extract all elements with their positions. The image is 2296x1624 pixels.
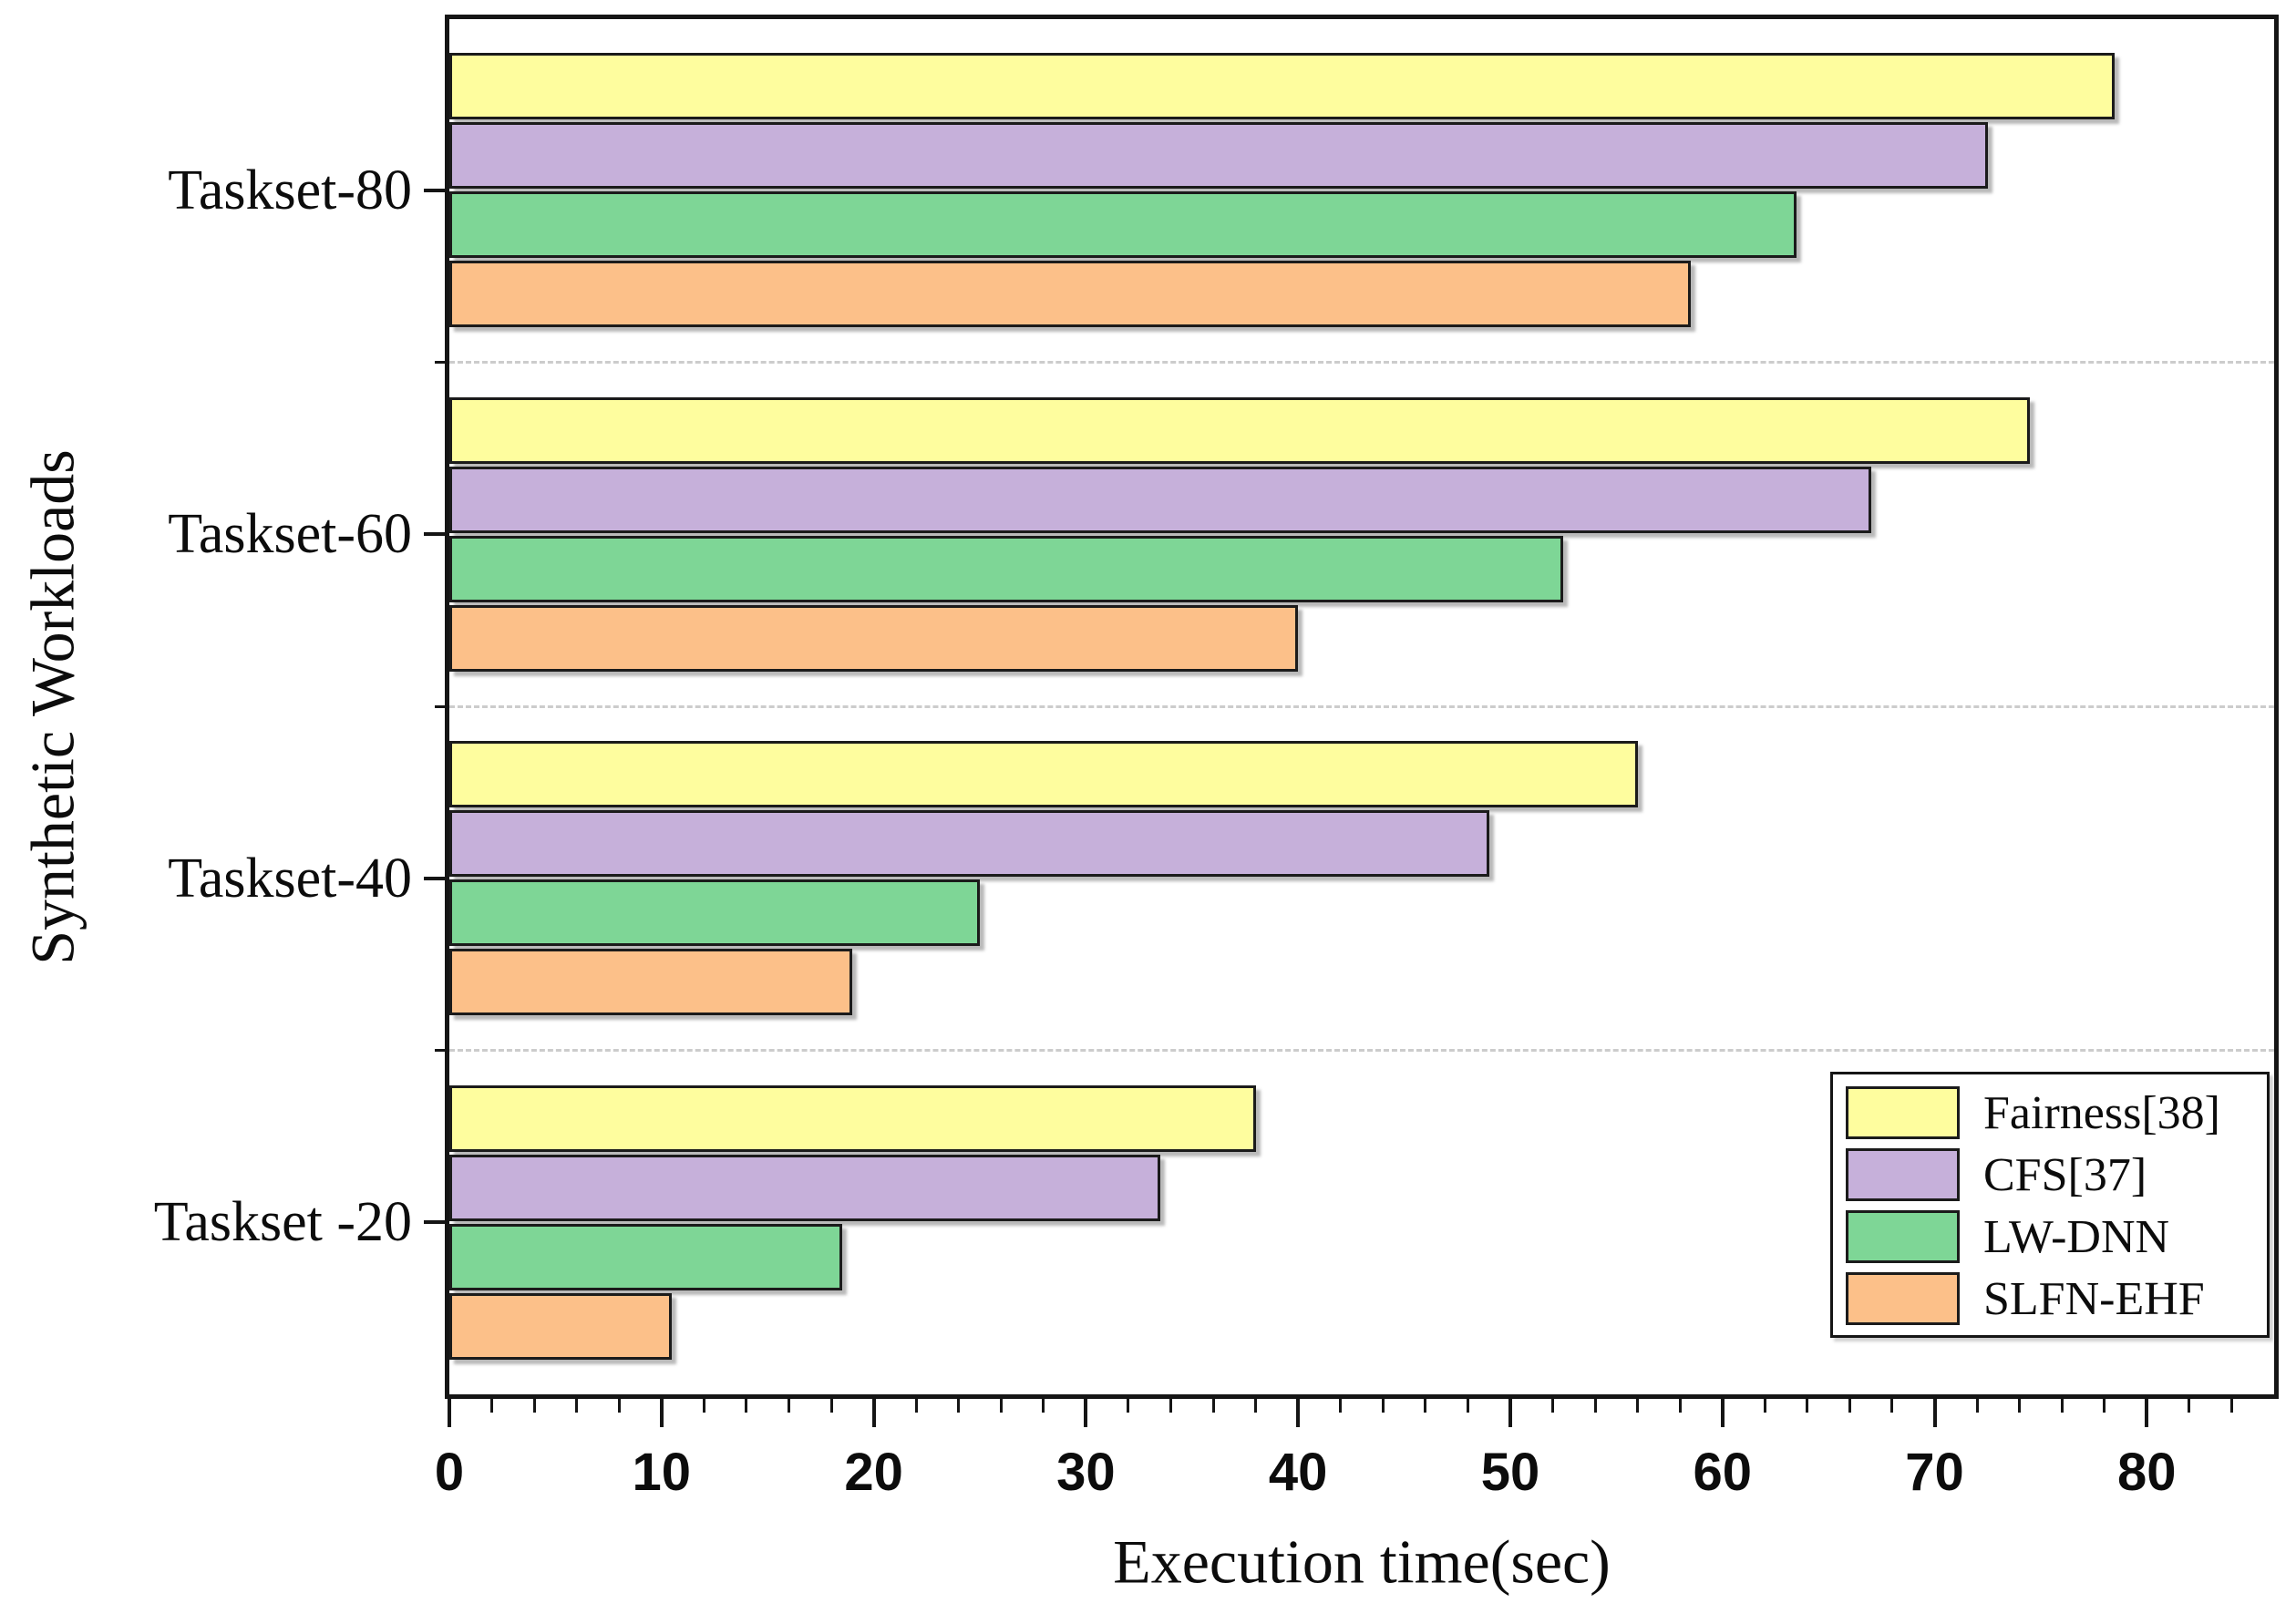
x-tick-label: 0 <box>434 1443 465 1502</box>
x-axis-minor-tick <box>2018 1398 2022 1413</box>
x-tick-label: 20 <box>844 1443 903 1502</box>
bar-cfs-37--taskset-20 <box>449 1154 1160 1221</box>
x-axis-major-tick <box>1296 1398 1301 1427</box>
x-axis-major-tick <box>659 1398 664 1427</box>
y-axis-major-tick <box>424 532 449 537</box>
legend-label: SLFN-EHF <box>1983 1272 2205 1325</box>
category-label: Taskset -20 <box>153 1191 412 1254</box>
legend-row: Fairness[38] <box>1846 1082 2267 1144</box>
y-axis-minor-tick <box>435 361 449 364</box>
x-axis-minor-tick <box>999 1398 1003 1413</box>
legend-label: Fairness[38] <box>1983 1086 2220 1139</box>
x-tick-label: 10 <box>632 1443 692 1502</box>
x-axis-title: Execution time(sec) <box>1113 1526 1611 1597</box>
x-tick-label: 40 <box>1268 1443 1328 1502</box>
bar-fairness-38--taskset-40 <box>449 741 1638 807</box>
x-axis-major-tick <box>448 1398 451 1427</box>
x-tick-label: 30 <box>1056 1443 1116 1502</box>
x-axis-minor-tick <box>2188 1398 2191 1413</box>
x-axis-minor-tick <box>1806 1398 1809 1413</box>
x-axis-minor-tick <box>829 1398 833 1413</box>
x-tick-label: 60 <box>1693 1443 1752 1502</box>
x-axis-minor-tick <box>1636 1398 1640 1413</box>
x-axis-minor-tick <box>1169 1398 1172 1413</box>
x-axis-minor-tick <box>532 1398 536 1413</box>
x-axis-minor-tick <box>702 1398 705 1413</box>
x-tick-label: 50 <box>1480 1443 1540 1502</box>
x-axis-minor-tick <box>1339 1398 1343 1413</box>
legend-row: CFS[37] <box>1846 1144 2267 1206</box>
legend-swatch-cfs-37- <box>1846 1148 1960 1201</box>
x-axis-minor-tick <box>1975 1398 1979 1413</box>
x-axis-minor-tick <box>1593 1398 1597 1413</box>
y-axis-major-tick <box>424 876 449 880</box>
x-axis-minor-tick <box>957 1398 961 1413</box>
bar-fairness-38--taskset-20 <box>449 1084 1256 1152</box>
x-axis-minor-tick <box>575 1398 579 1413</box>
bar-cfs-37--taskset-40 <box>449 810 1489 877</box>
x-axis-major-tick <box>1720 1398 1725 1427</box>
legend-row: SLFN-EHF <box>1846 1268 2267 1330</box>
y-axis-minor-tick <box>435 704 449 708</box>
x-axis-minor-tick <box>1211 1398 1215 1413</box>
x-axis-major-tick <box>1508 1398 1512 1427</box>
bar-lw-dnn-taskset-40 <box>449 879 980 946</box>
y-axis-major-tick <box>424 188 449 192</box>
bar-cfs-37--taskset-80 <box>449 122 1988 189</box>
legend-swatch-lw-dnn <box>1846 1210 1960 1263</box>
x-axis-minor-tick <box>2103 1398 2106 1413</box>
x-axis-minor-tick <box>1848 1398 1851 1413</box>
x-axis-minor-tick <box>787 1398 790 1413</box>
x-axis-minor-tick <box>1424 1398 1427 1413</box>
x-axis-major-tick <box>871 1398 876 1427</box>
bar-slfn-ehf-taskset-60 <box>449 604 1298 672</box>
bar-lw-dnn-taskset-60 <box>449 535 1563 602</box>
bar-fairness-38--taskset-80 <box>449 53 2115 119</box>
legend-swatch-fairness-38- <box>1846 1086 1960 1139</box>
bar-lw-dnn-taskset-80 <box>449 191 1797 258</box>
y-axis-minor-tick <box>435 1049 449 1052</box>
x-axis-minor-tick <box>1042 1398 1045 1413</box>
x-axis-minor-tick <box>914 1398 918 1413</box>
bar-lw-dnn-taskset-20 <box>449 1223 842 1290</box>
x-axis-major-tick <box>1084 1398 1088 1427</box>
x-axis-minor-tick <box>1678 1398 1682 1413</box>
bar-slfn-ehf-taskset-40 <box>449 949 852 1015</box>
x-tick-label: 80 <box>2117 1443 2177 1502</box>
x-axis-minor-tick <box>2229 1398 2233 1413</box>
category-label: Taskset-60 <box>168 503 412 566</box>
bar-slfn-ehf-taskset-20 <box>449 1292 672 1360</box>
x-axis-minor-tick <box>1466 1398 1469 1413</box>
bar-fairness-38--taskset-60 <box>449 396 2030 464</box>
x-axis-major-tick <box>1932 1398 1937 1427</box>
bar-cfs-37--taskset-60 <box>449 466 1871 533</box>
category-label: Taskset-80 <box>168 159 412 221</box>
x-axis-minor-tick <box>2060 1398 2064 1413</box>
x-axis-minor-tick <box>1127 1398 1130 1413</box>
x-axis-minor-tick <box>745 1398 748 1413</box>
x-axis-minor-tick <box>617 1398 621 1413</box>
legend-label: CFS[37] <box>1983 1148 2147 1201</box>
x-axis-minor-tick <box>1381 1398 1385 1413</box>
group-separator-line <box>449 704 2274 708</box>
x-axis-minor-tick <box>1890 1398 1894 1413</box>
x-axis-minor-tick <box>1763 1398 1766 1413</box>
legend-label: LW-DNN <box>1983 1210 2170 1263</box>
legend-row: LW-DNN <box>1846 1206 2267 1268</box>
group-separator-line <box>449 361 2274 364</box>
y-axis-major-tick <box>424 1220 449 1225</box>
category-label: Taskset-40 <box>168 847 412 910</box>
group-separator-line <box>449 1049 2274 1052</box>
bar-slfn-ehf-taskset-80 <box>449 261 1691 327</box>
legend-swatch-slfn-ehf <box>1846 1272 1960 1325</box>
x-axis-minor-tick <box>490 1398 494 1413</box>
x-axis-minor-tick <box>1551 1398 1554 1413</box>
x-axis-major-tick <box>2145 1398 2149 1427</box>
legend: Fairness[38] CFS[37] LW-DNN SLFN-EHF <box>1830 1072 2270 1338</box>
x-axis-minor-tick <box>1254 1398 1258 1413</box>
x-tick-label: 70 <box>1905 1443 1964 1502</box>
